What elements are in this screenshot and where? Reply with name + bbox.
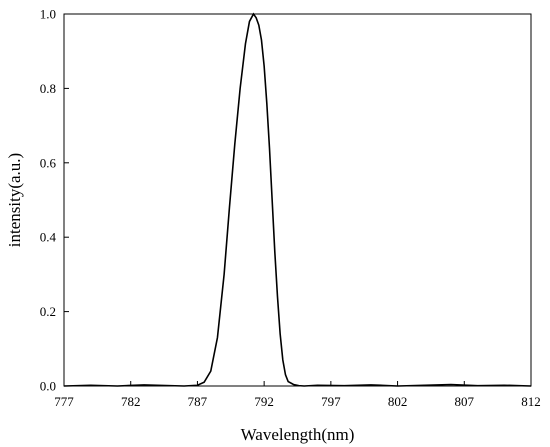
y-tick-label: 0.2 <box>40 304 56 319</box>
plot-area: 777 782 787 792 797 802 807 812 0.0 0.2 0.4 0.6 0.8… <box>40 7 541 410</box>
plot-frame <box>63 13 532 387</box>
x-tick-label: 802 <box>388 394 408 409</box>
y-tick-label: 1.0 <box>40 7 56 22</box>
x-tick-label: 787 <box>188 394 208 409</box>
y-tick-label: 0.4 <box>40 230 57 245</box>
x-tick-label: 812 <box>521 394 541 409</box>
x-tick-label: 777 <box>54 394 74 409</box>
spectrum-line <box>63 12 532 387</box>
y-axis: 0.0 0.2 0.4 0.6 0.8 1.0 <box>40 7 69 394</box>
x-axis: 777 782 787 792 797 802 807 812 <box>54 381 541 409</box>
x-tick-label: 782 <box>121 394 141 409</box>
x-axis-title: Wavelength(nm) <box>241 425 355 444</box>
y-tick-label: 0.0 <box>40 379 56 394</box>
x-tick-label: 797 <box>321 394 341 409</box>
y-tick-label: 0.6 <box>40 155 57 170</box>
x-tick-label: 792 <box>254 394 274 409</box>
y-tick-label: 0.8 <box>40 81 56 96</box>
y-axis-title: intensity(a.u.) <box>5 153 24 247</box>
x-tick-label: 807 <box>455 394 475 409</box>
